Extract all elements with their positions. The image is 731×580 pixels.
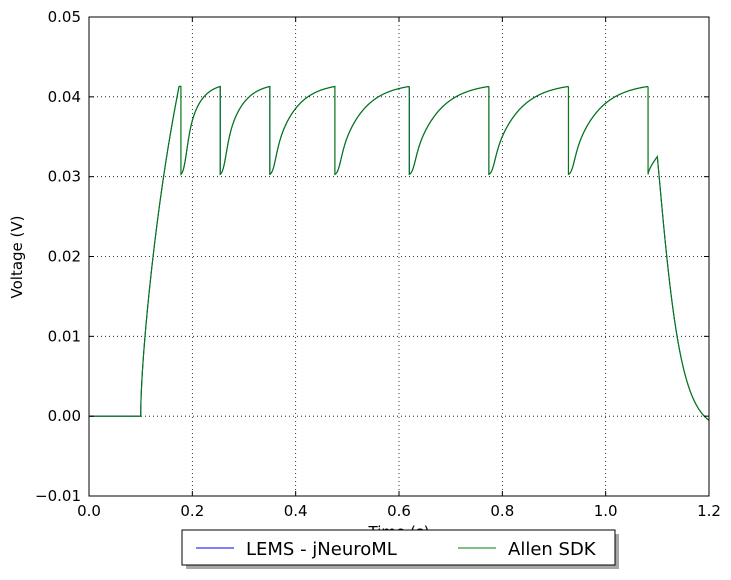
y-axis-label: Voltage (V)	[8, 216, 26, 299]
tick-labels: 0.0 0.2 0.4 0.6 0.8 1.0 1.2 −0.01 0.00 0.01 0.02 0.…	[35, 8, 721, 520]
legend-label-lems: LEMS - jNeuroML	[246, 539, 397, 560]
grid	[89, 17, 709, 496]
legend: LEMS - jNeuroML Allen SDK	[181, 529, 619, 569]
y-tick-label: 0.05	[48, 8, 81, 26]
y-tick-label: −0.01	[35, 487, 81, 505]
x-tick-label: 0.0	[77, 502, 101, 520]
y-tick-label: 0.01	[48, 327, 81, 345]
x-tick-label: 0.4	[284, 502, 308, 520]
x-tick-label: 0.6	[387, 502, 411, 520]
legend-label-allen: Allen SDK	[508, 539, 597, 560]
x-tick-label: 0.2	[180, 502, 204, 520]
y-tick-label: 0.00	[48, 407, 81, 425]
y-tick-label: 0.02	[48, 248, 81, 266]
ticks	[88, 16, 710, 497]
y-tick-label: 0.03	[48, 168, 81, 186]
series-line-allen	[89, 85, 709, 421]
x-tick-label: 1.2	[697, 502, 721, 520]
y-tick-label: 0.04	[48, 88, 81, 106]
legend-box	[181, 529, 616, 566]
x-tick-label: 0.8	[490, 502, 514, 520]
x-tick-label: 1.0	[594, 502, 618, 520]
series-layer	[89, 85, 709, 421]
